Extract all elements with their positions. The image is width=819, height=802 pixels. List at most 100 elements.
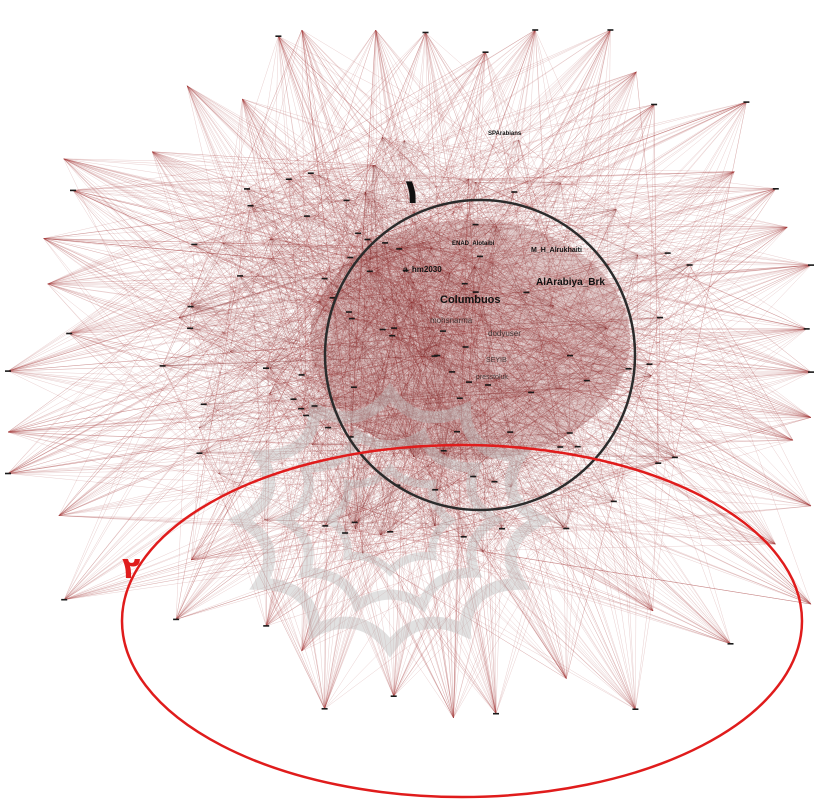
graph-node (686, 264, 693, 266)
graph-node (431, 355, 438, 357)
graph-node (325, 426, 332, 429)
graph-node (440, 330, 446, 332)
watermark-ring (227, 382, 553, 658)
graph-node (290, 398, 297, 400)
graph-node (456, 397, 463, 399)
node-label-enad: ENAD_Alotaibi (452, 241, 495, 247)
graph-node (472, 291, 479, 293)
graph-node (5, 472, 11, 475)
marker-core: ١ (401, 172, 422, 212)
graph-node (275, 35, 282, 37)
graph-node (321, 708, 328, 710)
core-density (310, 220, 630, 460)
graph-node (285, 178, 292, 180)
graph-node (574, 445, 581, 448)
graph-node (66, 332, 73, 335)
graph-node (808, 264, 814, 266)
graph-node (511, 191, 518, 193)
graph-node (351, 521, 358, 524)
graph-node (347, 256, 354, 259)
graph-node (70, 189, 76, 192)
graph-node (329, 297, 336, 299)
graph-node (557, 446, 564, 448)
graph-node (499, 527, 505, 530)
graph-node (671, 456, 678, 459)
graph-node (470, 475, 477, 478)
graph-node (493, 712, 499, 715)
graph-node (390, 695, 397, 697)
graph-node (364, 238, 371, 241)
graph-node (263, 625, 270, 627)
graph-node (298, 374, 305, 376)
graph-node (303, 414, 310, 417)
graph-node (485, 384, 491, 386)
graph-node (532, 29, 539, 31)
graph-node (461, 282, 468, 285)
graph-node (366, 270, 373, 273)
graph-node (743, 101, 750, 103)
graph-node (347, 436, 354, 438)
marker-periphery: ٢ (122, 551, 140, 586)
graph-node (298, 407, 305, 410)
graph-node (61, 598, 68, 601)
graph-node (173, 618, 180, 621)
node-label-mustafa: SEYIB (486, 357, 507, 364)
graph-node (607, 29, 614, 31)
university-seal-watermark (227, 382, 553, 658)
graph-node (396, 248, 403, 250)
node-label-presstoluk: presstoluk (476, 374, 508, 381)
graph-node (583, 379, 590, 382)
core-cluster-circle (323, 198, 637, 512)
core-edges (162, 137, 690, 554)
graph-node (402, 269, 409, 272)
graph-node (191, 243, 198, 246)
graph-node (563, 527, 570, 530)
graph-node (625, 368, 632, 370)
graph-node (311, 405, 318, 407)
watermark-ring (275, 427, 505, 613)
graph-node (454, 430, 460, 433)
graph-node (462, 346, 469, 348)
node-label-top: SPArabians (488, 131, 522, 137)
periphery-ellipse (120, 443, 804, 799)
graph-node (460, 536, 467, 538)
graph-node (247, 204, 254, 207)
graph-node (772, 188, 779, 190)
graph-node (343, 199, 350, 202)
graph-node (477, 255, 483, 258)
graph-node (196, 452, 203, 454)
graph-nodes (5, 29, 814, 715)
graph-node (432, 489, 439, 491)
graph-node (566, 432, 573, 434)
graph-node (303, 215, 310, 217)
graph-node (482, 51, 489, 53)
node-label-mohsnarm: mohsnarma (430, 316, 473, 325)
watermark-ring (323, 463, 457, 577)
graph-node (632, 708, 639, 710)
graph-node (523, 291, 530, 294)
graph-node (159, 365, 166, 367)
graph-node (449, 371, 456, 373)
node-label-bmhm: a_hm2030 (403, 265, 442, 274)
graph-node (345, 311, 352, 313)
graph-node (727, 643, 734, 645)
graph-node (379, 328, 386, 331)
graph-node (244, 188, 250, 190)
graph-node (507, 431, 514, 433)
graph-node (5, 370, 11, 372)
graph-node (528, 391, 535, 394)
graph-node (646, 363, 653, 365)
graph-node (321, 277, 328, 280)
graph-node (610, 500, 617, 503)
graph-node (440, 450, 447, 452)
graph-node (322, 525, 329, 527)
node-label-columbuos: Columbuos (440, 294, 501, 306)
graph-node (187, 327, 194, 330)
graph-node (263, 367, 269, 369)
graph-node (237, 275, 244, 277)
graph-node (387, 531, 394, 533)
graph-node (664, 252, 671, 254)
node-label-alrukhaiti: M_H_Alrukhaiti (531, 247, 582, 254)
graph-node (472, 223, 479, 226)
graph-node (348, 317, 355, 320)
